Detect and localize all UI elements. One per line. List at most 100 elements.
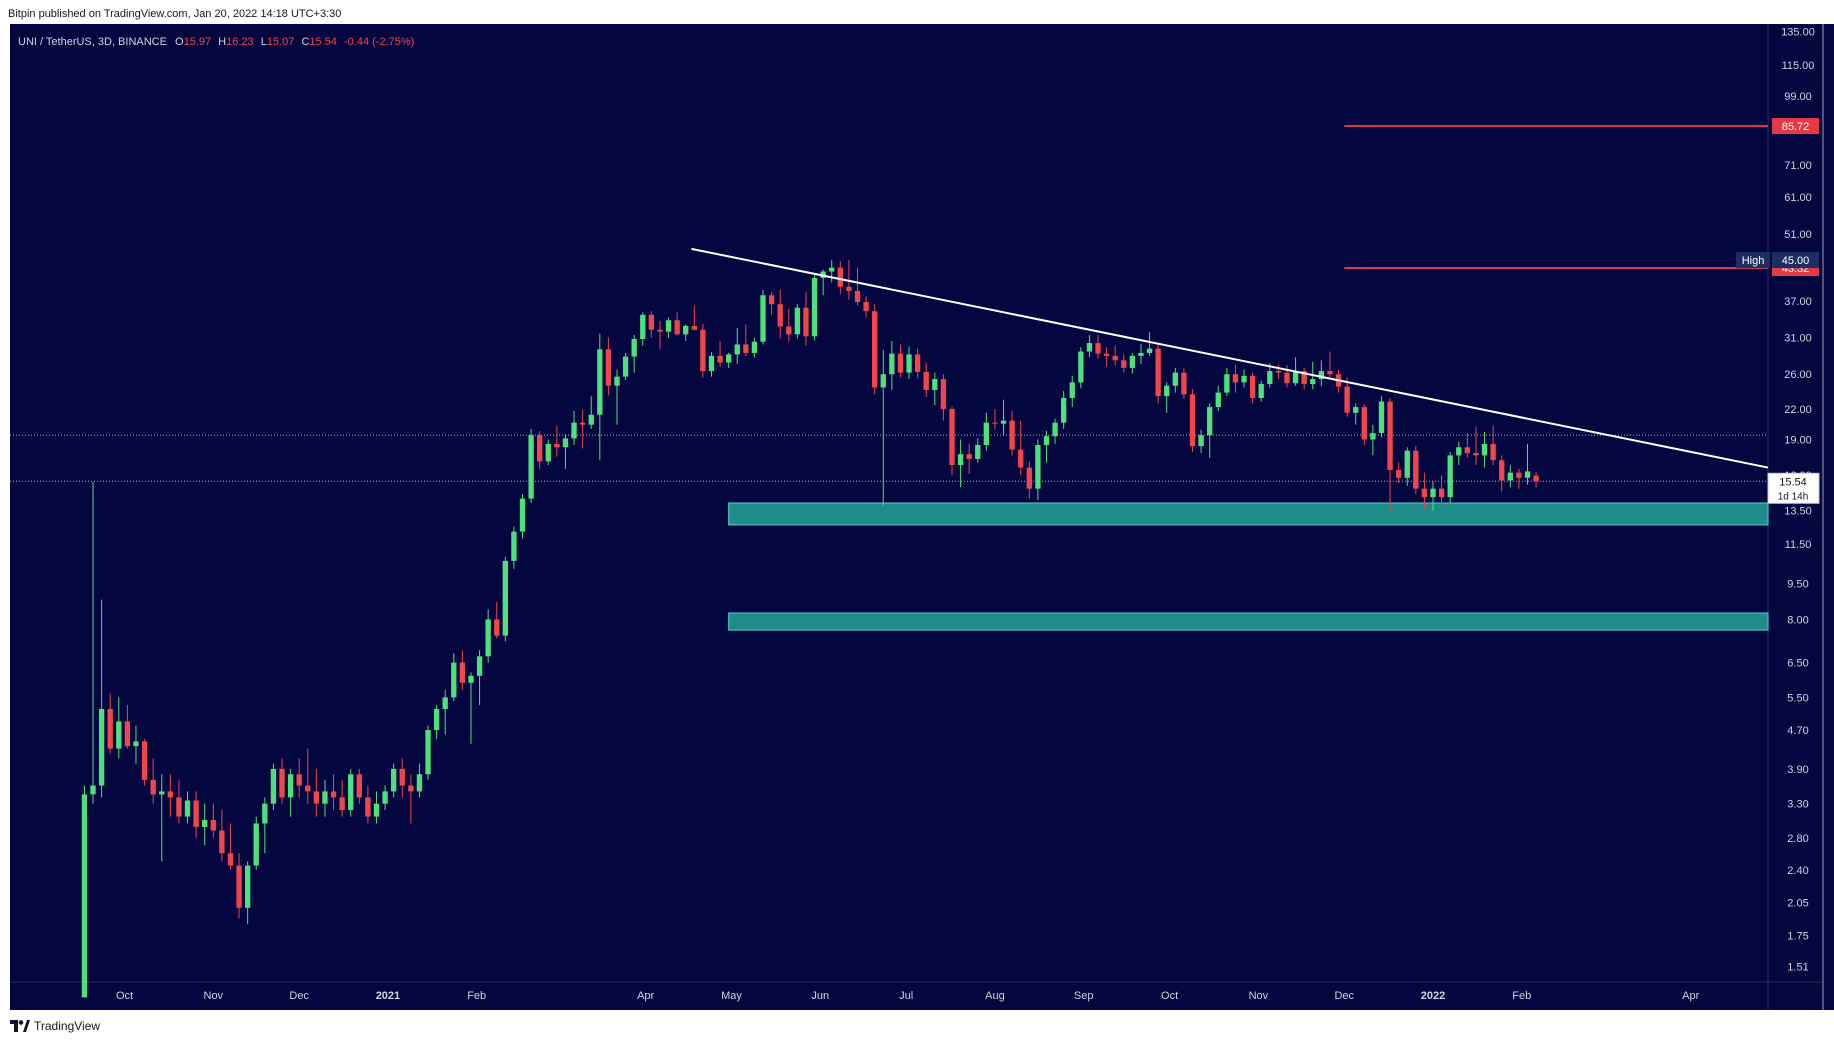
candle [451, 653, 457, 702]
candle-body [442, 697, 448, 710]
candle-body [640, 314, 646, 339]
y-tick-label: 3.90 [1787, 764, 1808, 776]
candle-body [1301, 371, 1307, 385]
candle-body [1155, 348, 1161, 397]
candle [1447, 451, 1453, 503]
candle [1387, 397, 1393, 513]
y-tick-label: 37.00 [1784, 296, 1812, 308]
candle [1249, 372, 1256, 404]
candle [81, 785, 88, 998]
x-tick-label: Feb [467, 990, 486, 1002]
trendline-layer [691, 247, 1769, 469]
candle-body [476, 656, 483, 676]
candle-body [1086, 343, 1093, 352]
candle-body [1189, 394, 1196, 447]
candle [932, 372, 938, 406]
candle [270, 763, 277, 811]
candle-body [1327, 371, 1333, 375]
candle-body [1112, 355, 1118, 361]
candle-body [1516, 472, 1522, 478]
candle [502, 556, 508, 642]
candle [1232, 364, 1239, 393]
ohlc-h-label: H [218, 36, 226, 48]
y-tick-label: 3.30 [1787, 799, 1808, 811]
candle-body [949, 408, 955, 466]
candle [1473, 426, 1479, 466]
y-tick-label: 9.50 [1787, 579, 1808, 591]
candle [425, 725, 431, 780]
candle-body [683, 325, 689, 335]
x-tick-label: May [721, 990, 742, 1002]
candle [133, 725, 139, 764]
candle-body [854, 290, 861, 302]
candle-body [399, 768, 405, 786]
candle-body [305, 785, 311, 792]
candle [356, 768, 362, 804]
trendline [691, 247, 1769, 469]
candle [751, 337, 758, 358]
tradingview-brand[interactable]: TradingView [10, 1019, 100, 1033]
candle [519, 494, 526, 539]
candle-body [734, 344, 740, 355]
candle [1301, 367, 1307, 390]
candle [348, 768, 354, 817]
candle-body [803, 307, 809, 337]
candle [373, 791, 380, 824]
candle-body [889, 353, 895, 375]
candle-body [1284, 372, 1290, 384]
candle [227, 823, 234, 870]
candle-body [236, 865, 242, 908]
candle [141, 739, 148, 786]
candle-body [1353, 407, 1359, 413]
candle-countdown-label: 1d 14h [1778, 491, 1809, 502]
candle [287, 768, 294, 817]
candle [124, 705, 131, 749]
candle-body [725, 354, 732, 363]
candle-body [751, 341, 758, 353]
x-tick-label: Dec [1334, 990, 1354, 1002]
y-tick-label: 2.40 [1787, 865, 1808, 877]
candle-body [932, 379, 938, 391]
candle [863, 296, 869, 318]
candle [614, 369, 620, 425]
x-tick-label: Jul [899, 990, 913, 1002]
candle [1318, 360, 1325, 386]
y-tick-label: 61.00 [1784, 192, 1812, 204]
last-price-box [1767, 472, 1820, 504]
candle-body [1249, 375, 1256, 398]
candle [880, 350, 886, 506]
candle [640, 312, 646, 346]
candle-body [107, 709, 113, 749]
candle-body [940, 379, 947, 409]
chart-title: UNI / TetherUS, 3D, BINANCE [18, 36, 167, 48]
candle [760, 289, 766, 345]
x-tick-label: Oct [1161, 990, 1178, 1002]
x-tick-label: 2022 [1421, 990, 1445, 1002]
x-tick-label: Aug [985, 990, 1005, 1002]
candle [579, 409, 586, 449]
candle [244, 861, 251, 925]
x-tick-label: 2021 [376, 990, 400, 1002]
candle [167, 774, 174, 817]
candle-body [141, 741, 148, 780]
candle [408, 774, 414, 824]
candle [966, 443, 972, 474]
candle [1181, 367, 1187, 399]
candle-body [674, 320, 680, 335]
candle [107, 693, 113, 754]
candle-body [829, 267, 835, 272]
y-tick-label: 4.70 [1787, 725, 1808, 737]
y-tick-label: 11.50 [1785, 539, 1812, 551]
candle-body [1215, 392, 1221, 408]
candle [1009, 410, 1015, 456]
candle-body [691, 325, 697, 330]
candle [442, 689, 448, 735]
candle-body [1344, 386, 1350, 413]
y-tick-label: 8.00 [1787, 614, 1808, 626]
candle [1464, 433, 1471, 458]
candle [1327, 351, 1333, 380]
candle [1404, 447, 1410, 486]
candle-body [1275, 371, 1282, 373]
candle-body [1052, 422, 1058, 437]
